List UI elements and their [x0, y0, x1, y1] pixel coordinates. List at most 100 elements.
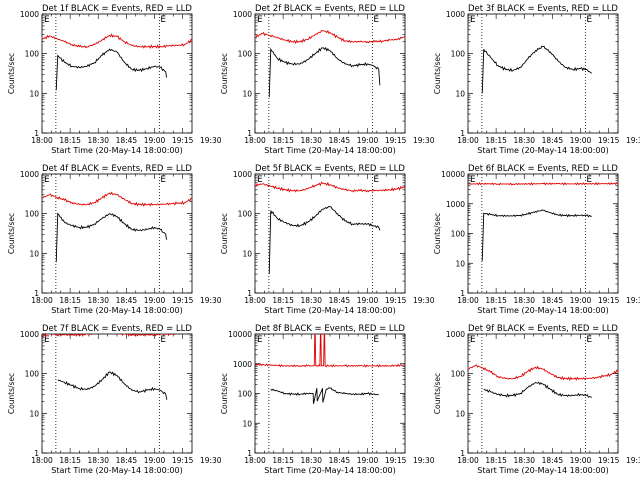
x-tick-label: 18:15: [485, 136, 507, 145]
panel-det-4: Det 4f BLACK = Events, RED = LLD 1 10 100 10…: [7, 164, 222, 315]
panel-title: Det 5f BLACK = Events, RED = LLD: [255, 164, 405, 174]
x-tick-label: 19:30: [626, 136, 640, 145]
y-tick-label: 10: [29, 89, 39, 98]
x-tick-label: 18:00: [457, 456, 479, 465]
y-tick-label: 10: [242, 89, 252, 98]
x-tick-label: 18:00: [457, 136, 479, 145]
series-line-events: [481, 209, 592, 261]
plot-frame: [254, 173, 406, 294]
plot-frame: [41, 173, 193, 294]
y-axis-label: Counts/sec: [433, 373, 442, 414]
series-line-lld: [42, 334, 187, 338]
y-tick-label: 1000: [446, 200, 465, 209]
x-tick-label: 18:45: [542, 456, 564, 465]
y-tick-label: 10: [455, 89, 465, 98]
panel-title: Det 1f BLACK = Events, RED = LLD: [42, 4, 192, 14]
x-tick-label: 18:45: [116, 136, 138, 145]
x-tick-label: 18:15: [272, 136, 294, 145]
x-tick-label: 19:15: [385, 136, 407, 145]
y-tick-label: 100: [451, 370, 466, 379]
y-tick-label: 10000: [228, 330, 252, 339]
y-tick-label: 100: [238, 50, 253, 59]
x-tick-label: 18:45: [116, 296, 138, 305]
start-marker-label: E: [44, 15, 50, 25]
start-marker-label: E: [257, 15, 263, 25]
x-axis-label: Start Time (20-May-14 18:00:00): [264, 146, 395, 155]
start-marker-label: E: [44, 175, 50, 185]
series-line-lld: [42, 191, 192, 207]
y-axis-label: Counts/sec: [220, 373, 229, 414]
x-tick-label: 18:00: [244, 296, 266, 305]
x-axis-label: Start Time (20-May-14 18:00:00): [264, 466, 395, 475]
start-marker-label: E: [470, 175, 476, 185]
series-line-lld: [255, 334, 405, 368]
x-tick-label: 18:00: [457, 296, 479, 305]
end-marker-label: E: [160, 15, 166, 25]
x-tick-label: 19:30: [413, 136, 435, 145]
panel-det-9: Det 9f BLACK = Events, RED = LLD 1 10 100 10…: [433, 324, 640, 475]
x-tick-label: 19:15: [172, 136, 194, 145]
x-tick-label: 19:00: [144, 456, 166, 465]
y-tick-label: 1: [460, 289, 465, 298]
y-tick-label: 1000: [446, 10, 465, 19]
y-tick-label: 1000: [233, 170, 252, 179]
panel-det-6: Det 6f BLACK = Events, RED = LLD 1 10 100 10…: [433, 164, 640, 315]
x-tick-label: 19:00: [357, 296, 379, 305]
x-tick-label: 19:30: [200, 456, 222, 465]
panel-det-1: Det 1f BLACK = Events, RED = LLD 1 10 100 10…: [7, 4, 222, 155]
x-tick-label: 19:15: [385, 456, 407, 465]
end-marker-label: E: [160, 175, 166, 185]
y-tick-label: 1: [460, 129, 465, 138]
x-tick-label: 19:30: [626, 456, 640, 465]
y-tick-label: 1000: [20, 170, 39, 179]
x-axis-label: Start Time (20-May-14 18:00:00): [51, 146, 182, 155]
y-tick-label: 10: [455, 259, 465, 268]
y-tick-label: 1000: [20, 330, 39, 339]
y-axis-label: Counts/sec: [7, 213, 16, 254]
panel-det-8: Det 8f BLACK = Events, RED = LLD 1 10 100 10…: [220, 324, 435, 475]
x-tick-label: 18:15: [485, 296, 507, 305]
x-tick-label: 19:30: [413, 456, 435, 465]
end-marker-label: E: [586, 175, 592, 185]
x-tick-label: 18:30: [300, 136, 322, 145]
x-tick-label: 18:30: [513, 456, 535, 465]
x-tick-label: 19:00: [357, 136, 379, 145]
series-line-lld: [255, 181, 405, 193]
series-line-events: [483, 381, 593, 398]
start-marker-label: E: [44, 335, 50, 345]
x-tick-label: 18:30: [300, 456, 322, 465]
x-tick-label: 18:30: [300, 296, 322, 305]
y-tick-label: 100: [25, 370, 40, 379]
x-tick-label: 18:45: [329, 456, 351, 465]
x-tick-label: 19:00: [570, 456, 592, 465]
series-line-events: [268, 46, 381, 98]
x-tick-label: 18:00: [244, 136, 266, 145]
x-tick-label: 18:30: [87, 296, 109, 305]
x-tick-label: 18:30: [513, 136, 535, 145]
end-marker-label: E: [586, 15, 592, 25]
panel-title: Det 4f BLACK = Events, RED = LLD: [42, 164, 192, 174]
x-tick-label: 19:00: [357, 456, 379, 465]
x-tick-label: 19:00: [570, 136, 592, 145]
x-tick-label: 18:45: [542, 296, 564, 305]
y-tick-label: 10: [242, 419, 252, 428]
y-tick-label: 1: [460, 449, 465, 458]
x-tick-label: 19:15: [598, 136, 620, 145]
y-tick-label: 1: [34, 129, 39, 138]
x-tick-label: 18:00: [31, 456, 53, 465]
y-tick-label: 100: [25, 210, 40, 219]
start-marker-label: E: [470, 15, 476, 25]
y-tick-label: 1: [247, 129, 252, 138]
plot-frame: [467, 173, 619, 294]
x-tick-label: 18:45: [329, 136, 351, 145]
x-tick-label: 18:00: [244, 456, 266, 465]
y-tick-label: 100: [238, 390, 253, 399]
start-marker-label: E: [257, 175, 263, 185]
panel-title: Det 3f BLACK = Events, RED = LLD: [468, 4, 618, 14]
x-axis-label: Start Time (20-May-14 18:00:00): [477, 306, 608, 315]
x-tick-label: 18:30: [513, 296, 535, 305]
series-line-lld: [468, 364, 618, 382]
panel-title: Det 9f BLACK = Events, RED = LLD: [468, 324, 618, 334]
start-marker-label: E: [257, 335, 263, 345]
y-tick-label: 1: [247, 449, 252, 458]
